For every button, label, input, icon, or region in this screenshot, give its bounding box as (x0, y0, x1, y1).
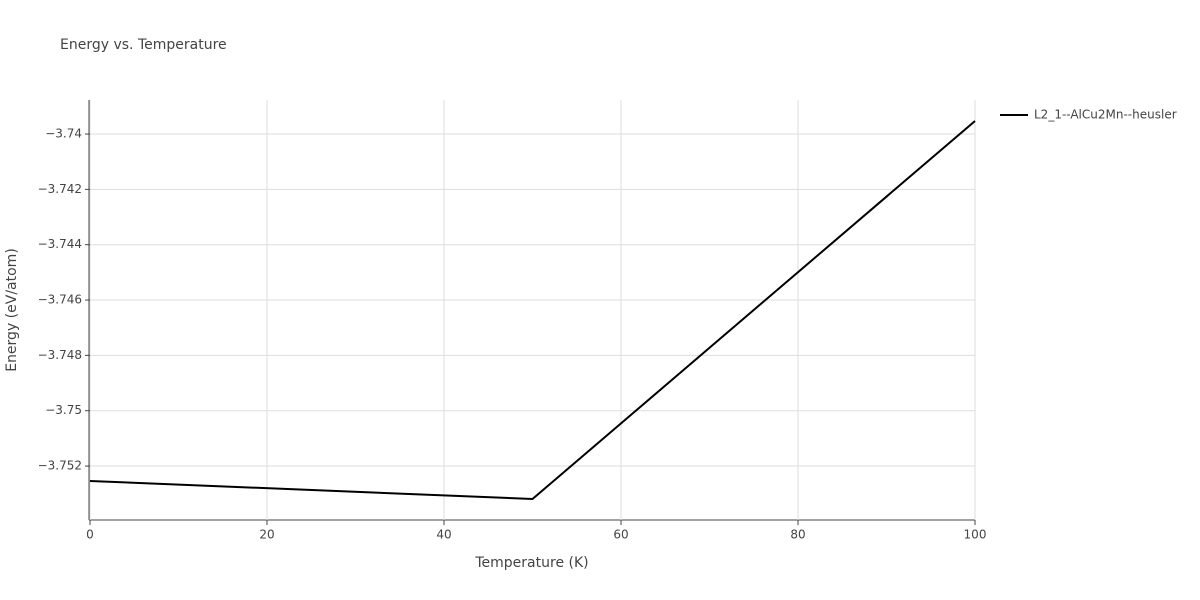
y-tick-label: −3.75 (45, 403, 82, 417)
x-tick-label: 40 (436, 528, 451, 542)
data-line (89, 120, 976, 500)
chart-title: Energy vs. Temperature (60, 37, 227, 53)
y-tick-label: −3.748 (38, 348, 82, 362)
x-tick-label: 80 (790, 528, 805, 542)
y-tick-label: −3.74 (45, 127, 82, 141)
legend-label: L2_1--AlCu2Mn--heusler (1034, 108, 1177, 122)
y-axis-title: Energy (eV/atom) (4, 248, 20, 372)
y-tick-label: −3.742 (38, 182, 82, 196)
x-tick-label: 100 (964, 528, 987, 542)
y-tick-label: −3.752 (38, 459, 82, 473)
x-tick-label: 60 (613, 528, 628, 542)
y-tick-label: −3.744 (38, 237, 82, 251)
x-tick-label: 20 (259, 528, 274, 542)
x-tick-label: 0 (86, 528, 94, 542)
x-axis-title: Temperature (K) (474, 555, 588, 571)
y-tick-label: −3.746 (38, 293, 82, 307)
